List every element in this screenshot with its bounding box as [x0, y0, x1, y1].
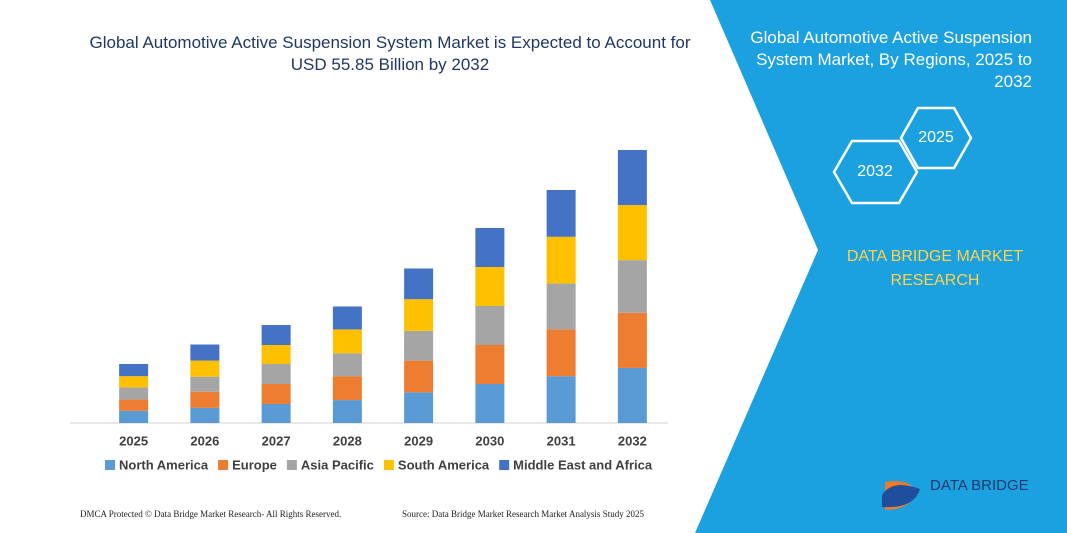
x-tick-label: 2032: [618, 433, 647, 448]
bar-segment: [261, 403, 291, 423]
x-tick-label: 2027: [262, 433, 291, 448]
legend-label: Europe: [232, 457, 277, 472]
bar-segment: [190, 360, 220, 377]
bar-segment: [475, 306, 505, 345]
hexagon: [832, 139, 919, 205]
bar-segment: [190, 376, 220, 392]
bar-segment: [404, 330, 434, 361]
bar-segment: [332, 353, 362, 377]
bar-segment: [475, 267, 505, 306]
side-title: Global Automotive Active Suspension Syst…: [750, 28, 1032, 91]
bar-segment: [119, 410, 149, 423]
bar-segment: [617, 205, 647, 261]
x-tick-label: 2030: [475, 433, 504, 448]
bar-segment: [404, 299, 434, 331]
logo-icon: [882, 485, 920, 508]
legend-label: North America: [119, 457, 209, 472]
x-tick-label: 2031: [547, 433, 576, 448]
x-tick-label: 2026: [190, 433, 219, 448]
bar-segment: [332, 400, 362, 423]
bar-segment: [332, 329, 362, 354]
bar-segment: [475, 345, 505, 384]
legend-swatch: [105, 460, 115, 470]
bar-segment: [261, 384, 291, 404]
hex-label: 2032: [857, 163, 893, 180]
bar-segment: [617, 260, 647, 313]
bar-segment: [475, 228, 505, 267]
bar-segment: [404, 360, 434, 393]
legend-swatch: [383, 460, 394, 470]
legend-swatch: [499, 460, 510, 470]
bar-segment: [546, 189, 576, 237]
bar-segment: [261, 345, 291, 365]
bar-segment: [119, 376, 149, 388]
chart-title: Global Automotive Active Suspension Syst…: [89, 33, 691, 74]
hexagon: [899, 106, 973, 170]
bar-segment: [546, 236, 576, 284]
bar-segment: [119, 399, 149, 411]
bar-segment: [617, 312, 647, 368]
x-tick-label: 2029: [404, 433, 433, 448]
legend-swatch: [286, 460, 297, 470]
bar-segment: [190, 344, 220, 361]
bar-segment: [119, 364, 149, 377]
legend-swatch: [218, 460, 229, 470]
footer-right: Source: Data Bridge Market Research Mark…: [402, 509, 644, 519]
bar-segment: [404, 268, 434, 300]
bar-segment: [332, 306, 362, 330]
bar-segment: [119, 387, 149, 400]
x-tick-label: 2025: [119, 433, 148, 448]
hex-label: 2025: [918, 129, 954, 146]
legend-label: South America: [398, 457, 490, 472]
bar-segment: [190, 407, 220, 423]
legend-label: Middle East and Africa: [513, 457, 653, 472]
bar-segment: [404, 392, 434, 423]
side-panel-bg: [695, 0, 1067, 533]
bar-segment: [546, 329, 576, 377]
legend-label: Asia Pacific: [301, 457, 374, 472]
bar-segment: [617, 367, 647, 423]
logo-text: DATA BRIDGE: [930, 477, 1029, 494]
bar-segment: [190, 391, 220, 408]
bar-segment: [475, 384, 505, 423]
bar-segment: [546, 376, 576, 423]
bar-segment: [261, 325, 291, 345]
bar-segment: [332, 376, 362, 401]
footer-left: DMCA Protected © Data Bridge Market Rese…: [80, 509, 342, 519]
bar-segment: [261, 364, 291, 384]
bar-segment: [546, 283, 576, 330]
x-tick-label: 2028: [333, 433, 362, 448]
brand-text: DATA BRIDGE MARKET RESEARCH: [846, 248, 1024, 289]
bar-segment: [617, 150, 647, 206]
